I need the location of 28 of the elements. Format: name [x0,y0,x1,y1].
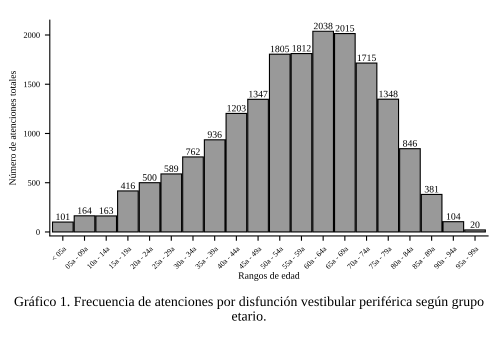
text: Gráfico 1. Frecuencia de atenciones por disfunción vestibular periférica según grupo etario. [14,296,484,321]
data-label: 381 [424,186,438,192]
data-label: 500 [142,174,157,181]
y-tick-label: 1000 [24,130,40,136]
data-label: 101 [56,213,70,220]
x-axis-title: Rangos de edad [238,272,300,281]
data-label: 1203 [228,104,246,112]
data-label: 2038 [314,22,333,30]
data-label: 846 [403,140,417,147]
y-tick-label: 0 [36,229,40,235]
data-label: 2015 [336,24,354,32]
data-label: 1805 [270,46,290,52]
data-label: 1812 [292,44,311,52]
data-label: 20 [470,221,480,228]
y-tick-label: 1500 [24,82,40,88]
data-label: 416 [120,182,135,190]
data-label: 936 [208,131,222,138]
data-label: 163 [100,207,114,214]
data-label: 104 [446,213,460,220]
y-tick-label: 2000 [24,32,40,38]
data-label: 762 [186,148,200,155]
y-tick-label: 500 [28,180,40,186]
data-label: 1348 [379,90,398,98]
data-label: 589 [164,165,178,172]
data-label: 1715 [358,54,376,62]
y-axis-title: Número de atenciones totales [9,71,16,186]
data-label: 1347 [249,90,268,98]
data-label: 164 [78,207,92,214]
